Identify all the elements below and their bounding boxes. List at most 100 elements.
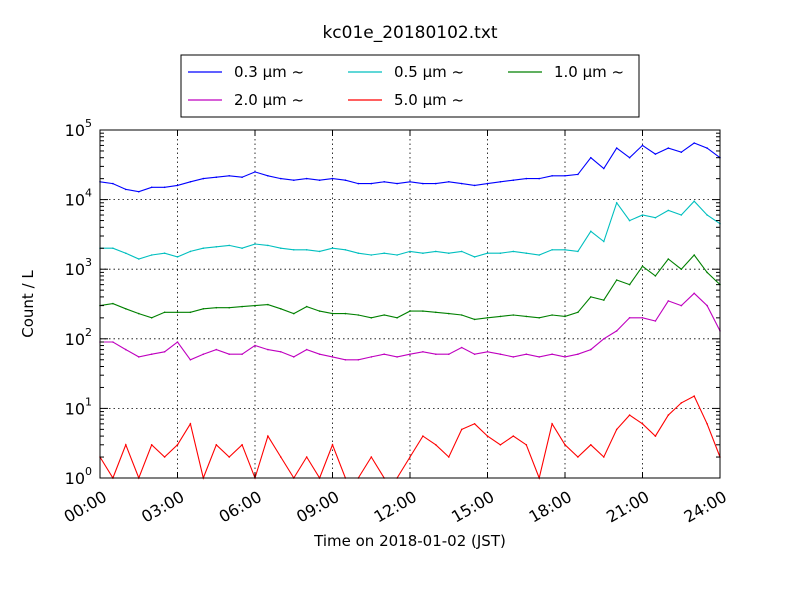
series-4-point — [603, 338, 605, 340]
series-2-point — [706, 214, 708, 216]
series-5-point — [215, 444, 218, 446]
series-4-point — [280, 351, 282, 353]
series-1-point — [215, 176, 218, 178]
series-3-point — [680, 268, 683, 271]
series-2-point — [512, 250, 515, 253]
series-2-point — [628, 219, 631, 222]
y-tick-label: 102 — [65, 326, 92, 349]
series-3-point — [163, 311, 166, 314]
series-4-point — [254, 344, 256, 347]
series-2-point — [422, 252, 424, 254]
y-tick-label-base: 10 — [65, 121, 85, 140]
series-5-point — [267, 435, 269, 437]
y-tick-label: 103 — [65, 256, 92, 279]
series-3-point — [409, 310, 411, 312]
series-5-point — [551, 423, 553, 425]
series-1-point — [538, 177, 540, 180]
series-2-point — [693, 200, 695, 202]
y-tick-label: 100 — [65, 465, 92, 488]
series-1-point — [176, 184, 179, 187]
axis-ticks — [99, 129, 721, 479]
series-1-point — [280, 177, 282, 180]
series-2-point — [241, 247, 243, 249]
series-1-point — [267, 175, 269, 177]
series-2-point — [551, 249, 553, 251]
series-1-point — [150, 186, 153, 189]
series-5-point — [435, 444, 437, 446]
series-5-point — [241, 444, 243, 446]
series-3-point — [228, 306, 230, 309]
series-4-point — [189, 359, 192, 361]
series-4-point — [267, 348, 269, 351]
series-3-point — [176, 311, 179, 314]
series-4-point — [293, 356, 295, 358]
series-3-point — [112, 302, 114, 305]
series-2-point — [499, 252, 502, 254]
series-3-point — [305, 305, 308, 308]
series-5-point — [615, 428, 618, 431]
series-2-point — [267, 244, 269, 247]
x-tick-label: 00:00 — [61, 487, 110, 527]
series-2-point — [357, 252, 360, 254]
series-1-point — [396, 182, 398, 185]
series-3-point — [654, 275, 657, 277]
series-4-point — [680, 304, 683, 307]
series-2-point — [590, 230, 592, 233]
series-3-point — [551, 314, 553, 316]
series-1-point — [383, 181, 386, 183]
series-3-point — [615, 279, 618, 281]
series-4-point — [112, 341, 114, 343]
y-tick-label: 104 — [65, 187, 92, 210]
series-3-point — [486, 317, 489, 319]
x-tick-label: 06:00 — [216, 487, 265, 527]
series-1-point — [654, 153, 657, 155]
series-4-point — [448, 353, 450, 356]
series-5-point — [448, 456, 450, 458]
series-3-point — [564, 315, 566, 318]
series-5-point — [564, 444, 566, 446]
series-4-point — [460, 346, 463, 349]
y-tick-label-exponent: 5 — [85, 117, 92, 130]
series-4-point — [228, 353, 230, 356]
series-5-point — [590, 444, 592, 446]
series-1-point — [667, 147, 670, 149]
series-2-point — [667, 209, 670, 212]
series-2-point — [138, 258, 140, 260]
series-5-point — [473, 423, 476, 425]
series-5-point — [525, 444, 528, 446]
y-tick-label: 105 — [65, 117, 92, 140]
series-3-point — [241, 305, 243, 308]
series-1-point — [641, 144, 644, 147]
series-3-point — [215, 306, 218, 309]
series-1-point — [228, 175, 230, 177]
series-2-point — [654, 216, 657, 219]
series-3-point — [150, 317, 153, 319]
series-4-point — [396, 356, 398, 358]
series-5-point — [512, 435, 515, 437]
series-1-point — [499, 181, 502, 183]
series-4-point — [422, 351, 424, 353]
series-4-point — [138, 356, 140, 358]
series-5-point — [125, 444, 127, 446]
legend-label: 5.0 μm ~ — [394, 91, 464, 109]
series-1-point — [370, 182, 373, 185]
legend-label: 1.0 μm ~ — [554, 63, 624, 81]
y-tick-label-exponent: 0 — [85, 465, 92, 478]
series-3-point — [138, 312, 140, 315]
series-4-point — [538, 356, 540, 358]
series-5-point — [628, 414, 631, 416]
series-2-point — [280, 247, 282, 249]
series-2-point — [189, 250, 192, 253]
y-tick-label: 101 — [65, 395, 92, 418]
series-3-point — [189, 311, 192, 314]
series-lines — [99, 142, 721, 480]
chart-title: kc01e_20180102.txt — [322, 23, 497, 43]
series-5-point — [603, 456, 605, 458]
series-4-point — [590, 348, 592, 351]
series-2-point — [486, 252, 489, 254]
series-1-point — [254, 171, 256, 173]
series-1-point — [125, 188, 127, 191]
series-1-point — [163, 186, 166, 189]
series-3-point — [460, 314, 463, 316]
x-tick-label: 24:00 — [681, 487, 730, 527]
